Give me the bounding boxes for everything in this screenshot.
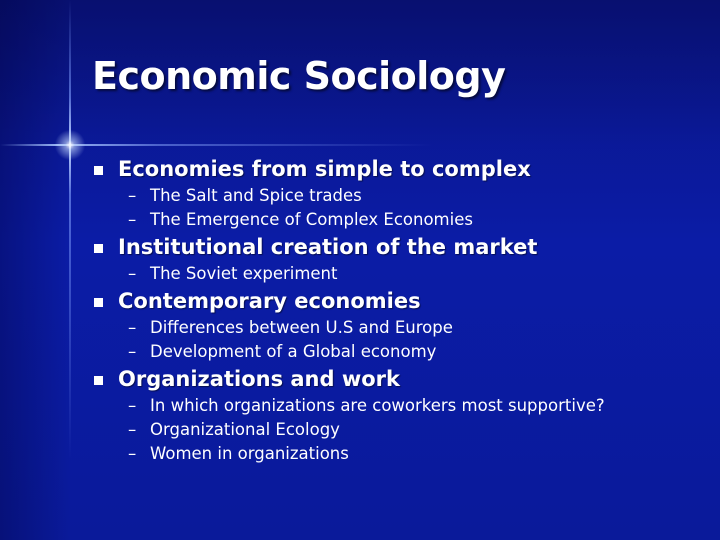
sparkle-icon: [52, 127, 88, 163]
vertical-accent-line: [69, 0, 71, 540]
sub-bullet-item: – Differences between U.S and Europe: [94, 316, 714, 340]
bullet-text: Organizations and work: [118, 367, 400, 391]
sub-bullet-text: In which organizations are coworkers mos…: [150, 396, 605, 415]
sub-bullet-item: – The Soviet experiment: [94, 262, 714, 286]
bullet-item: Institutional creation of the market: [94, 232, 714, 262]
dash-marker: –: [128, 444, 137, 463]
sub-bullet-item: – Women in organizations: [94, 442, 714, 466]
bullet-text: Economies from simple to complex: [118, 157, 531, 181]
background-shade-left: [0, 0, 70, 540]
background-shade-top: [0, 0, 720, 146]
sub-bullet-text: Women in organizations: [150, 444, 349, 463]
sub-bullet-item: – The Emergence of Complex Economies: [94, 208, 714, 232]
dash-marker: –: [128, 264, 137, 283]
bullet-text: Contemporary economies: [118, 289, 421, 313]
square-bullet-icon: [94, 298, 103, 307]
sub-bullet-item: – The Salt and Spice trades: [94, 184, 714, 208]
bullet-text: Institutional creation of the market: [118, 235, 538, 259]
bullet-item: Economies from simple to complex: [94, 154, 714, 184]
bullet-item: Organizations and work: [94, 364, 714, 394]
dash-marker: –: [128, 420, 137, 439]
sub-bullet-text: The Emergence of Complex Economies: [150, 210, 473, 229]
dash-marker: –: [128, 342, 137, 361]
dash-marker: –: [128, 396, 137, 415]
slide-title: Economic Sociology: [92, 54, 506, 98]
sub-bullet-text: The Salt and Spice trades: [150, 186, 362, 205]
sub-bullet-item: – Organizational Ecology: [94, 418, 714, 442]
sub-bullet-item: – In which organizations are coworkers m…: [94, 394, 714, 418]
slide-content: Economies from simple to complex – The S…: [94, 154, 714, 466]
dash-marker: –: [128, 318, 137, 337]
sub-bullet-text: Differences between U.S and Europe: [150, 318, 453, 337]
sub-bullet-item: – Development of a Global economy: [94, 340, 714, 364]
sub-bullet-text: Organizational Ecology: [150, 420, 340, 439]
bullet-item: Contemporary economies: [94, 286, 714, 316]
dash-marker: –: [128, 186, 137, 205]
sub-bullet-text: The Soviet experiment: [150, 264, 338, 283]
dash-marker: –: [128, 210, 137, 229]
square-bullet-icon: [94, 166, 103, 175]
square-bullet-icon: [94, 376, 103, 385]
horizontal-accent-line: [0, 144, 720, 146]
sub-bullet-text: Development of a Global economy: [150, 342, 437, 361]
square-bullet-icon: [94, 244, 103, 253]
